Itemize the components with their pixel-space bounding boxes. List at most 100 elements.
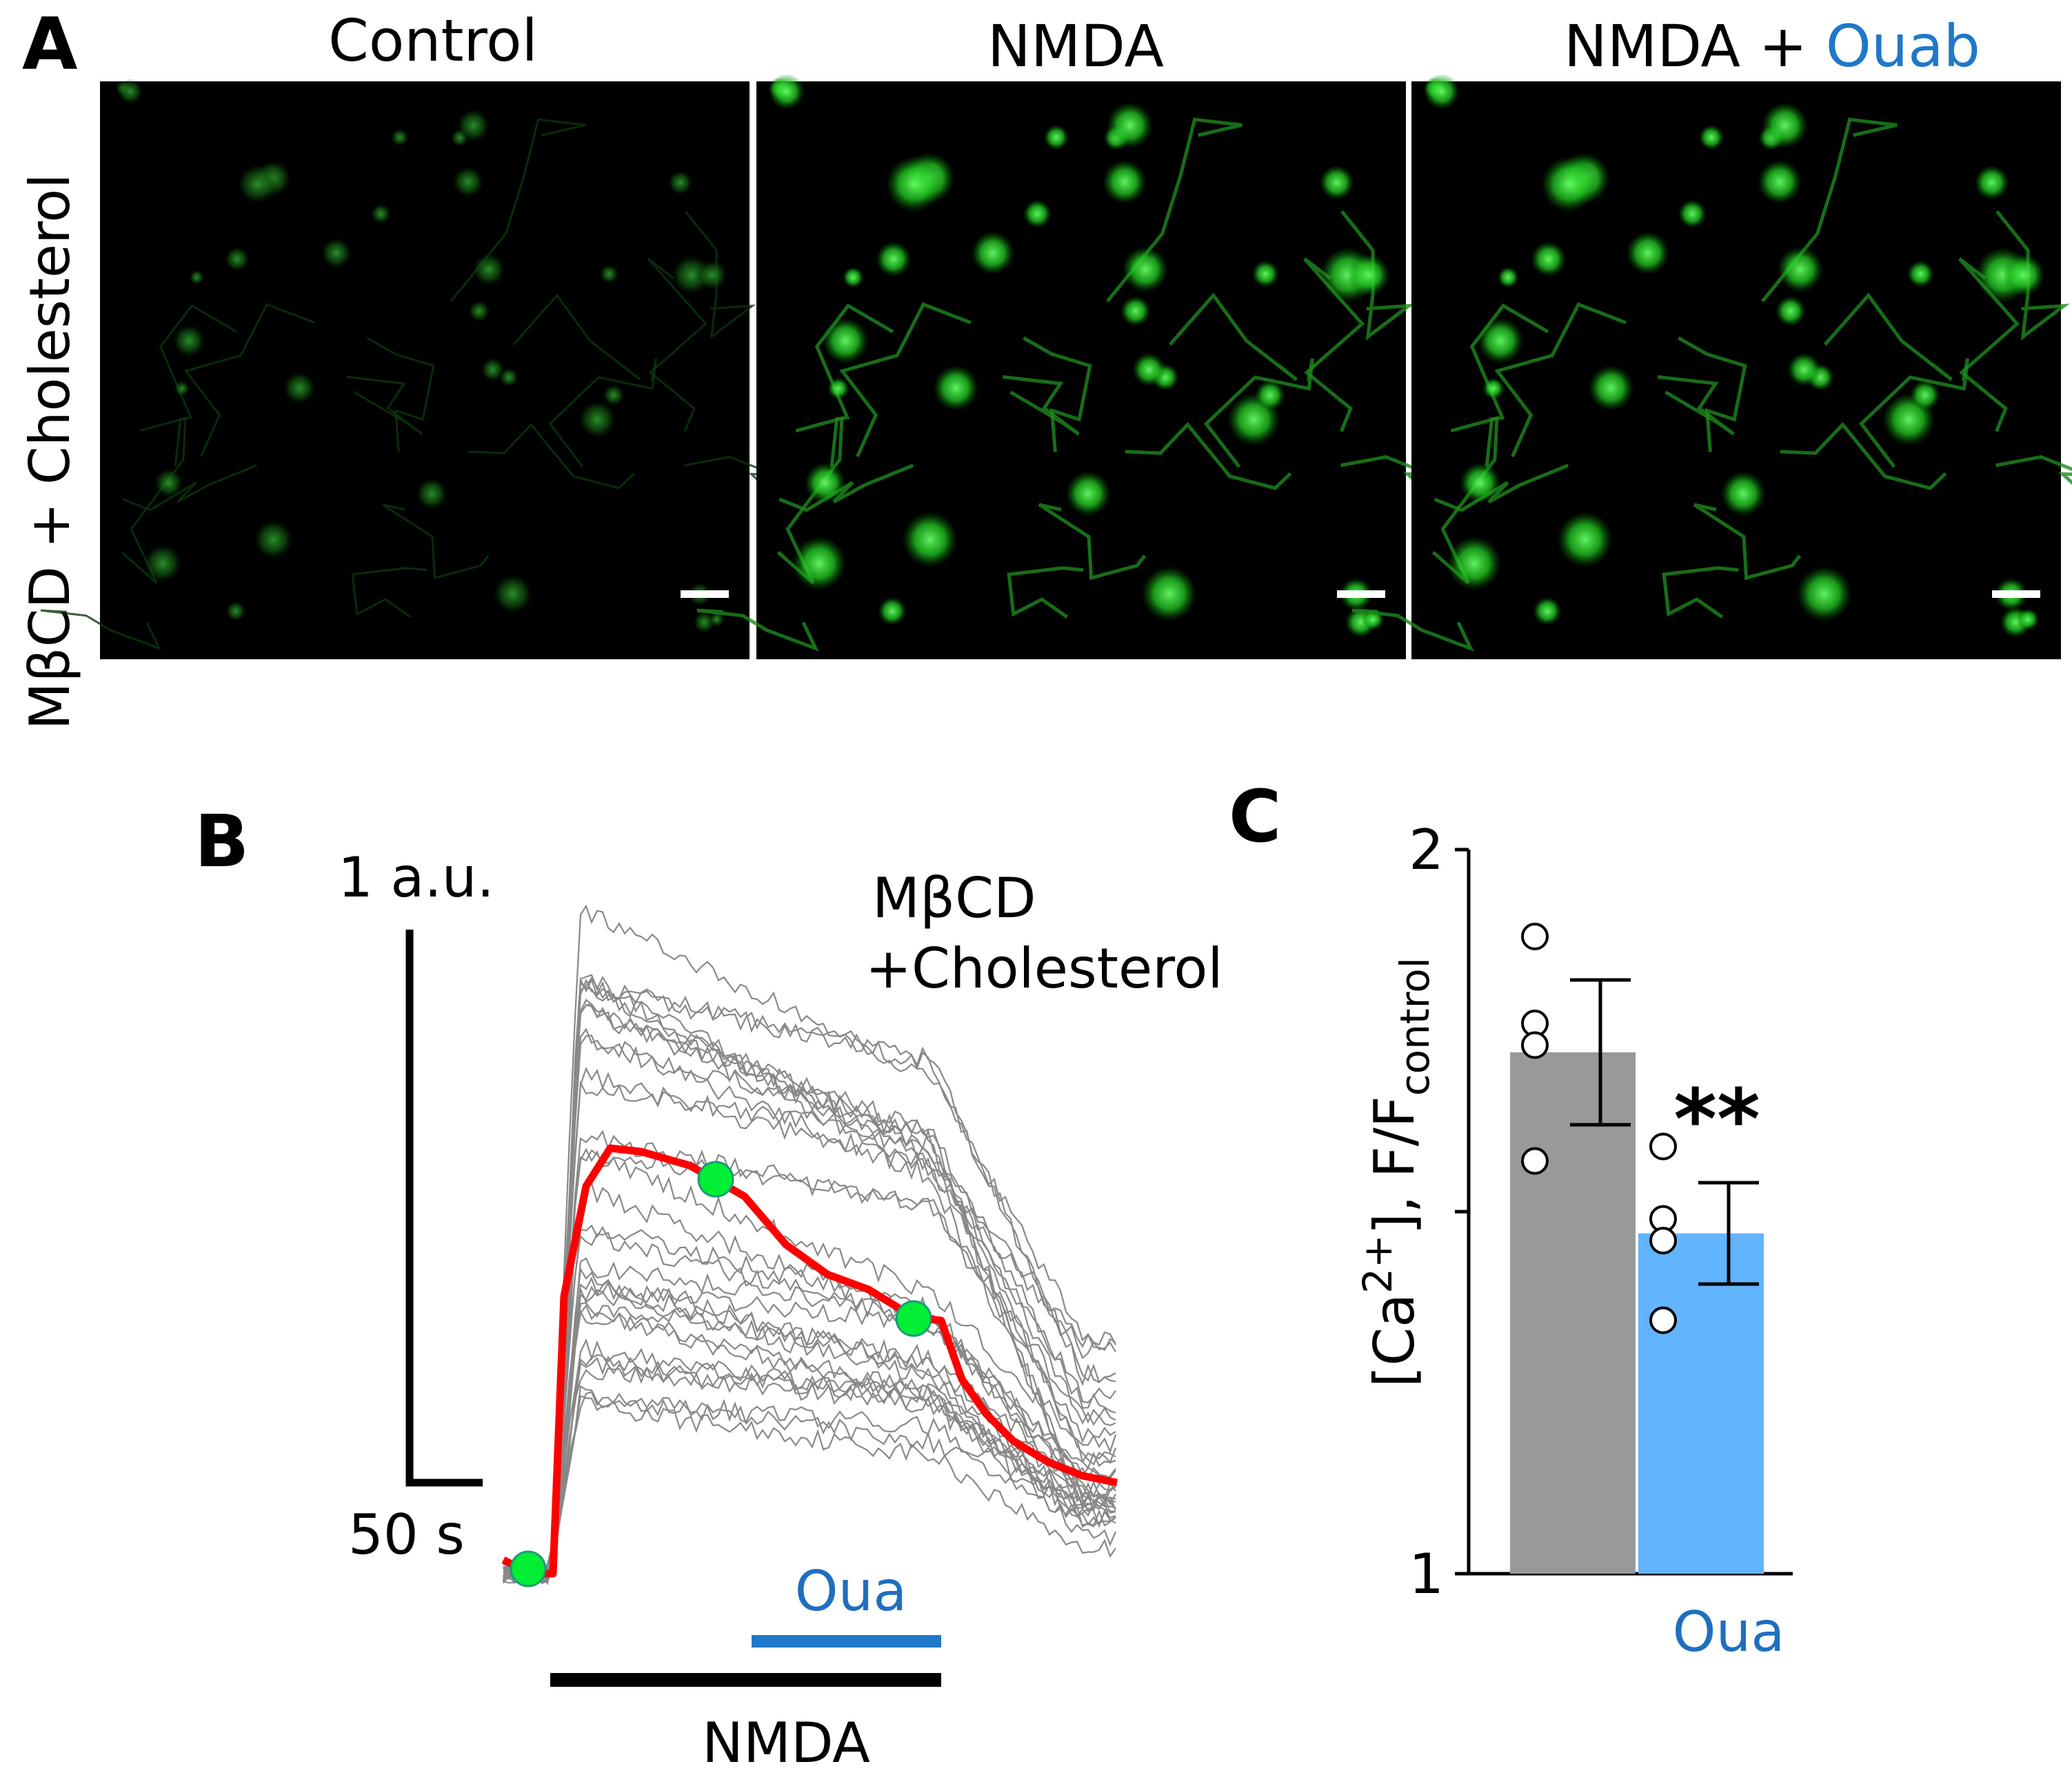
cell-body [1787, 352, 1821, 387]
scale-bar [681, 590, 729, 598]
dendrite [1494, 302, 1627, 458]
trace [502, 1028, 1116, 1581]
micrograph-1 [696, 73, 1491, 659]
dendrite [1657, 375, 1735, 436]
cell-body [2017, 608, 2040, 630]
trace [503, 1182, 1116, 1581]
y-tick-label: 1 [1409, 1542, 1444, 1606]
cell-body [1761, 102, 1809, 149]
cell-body [1447, 536, 1502, 591]
cell-body [1459, 462, 1501, 504]
bar-0 [1510, 1052, 1636, 1574]
condition-label-line2: +Cholesterol [865, 936, 1223, 1001]
micrograph-0 [40, 79, 835, 659]
dendrite [696, 608, 819, 652]
data-point [1521, 923, 1549, 950]
panel-a-label: A [22, 2, 78, 86]
cell-body [878, 597, 907, 625]
dendrite [1007, 566, 1084, 619]
cell-body [416, 477, 448, 510]
dendrite [1859, 358, 1969, 468]
dendrite [366, 337, 435, 452]
cell-body [237, 164, 278, 204]
cell-body [143, 544, 182, 583]
condition-label-line1: MβCD [872, 866, 1036, 930]
cell-body [876, 241, 912, 277]
cell-body [971, 231, 1015, 275]
dendrite [1002, 375, 1080, 436]
trace [503, 1338, 1116, 1583]
y-axis-label-part: ], F/F [1362, 1096, 1427, 1234]
cell-body [2002, 253, 2045, 297]
trace [503, 999, 1116, 1582]
cell-body [472, 252, 505, 286]
trace [503, 1309, 1116, 1583]
dendrite [382, 503, 490, 579]
cell-body [1907, 260, 1934, 288]
bar-1 [1638, 1233, 1764, 1574]
cell-body [579, 400, 616, 439]
dendrite [1038, 503, 1147, 581]
traces [501, 904, 1118, 1587]
cell-body [225, 601, 246, 621]
column-title-control: Control [328, 7, 538, 74]
dendrite [1168, 292, 1298, 381]
panel-c-title: C [1229, 774, 1281, 859]
dendrite [1340, 210, 1415, 341]
cell-body [804, 462, 846, 504]
cell-body [1255, 380, 1285, 410]
dendrite [647, 258, 707, 432]
cell-body [1120, 296, 1151, 327]
cell-body [283, 372, 316, 405]
trace [502, 1276, 1116, 1583]
trace [503, 1303, 1117, 1580]
cell-body [1498, 266, 1519, 288]
cell-body [321, 237, 352, 269]
cell-body [1540, 156, 1598, 212]
dendrite [122, 464, 257, 512]
cell-body [822, 317, 869, 364]
dendrite [1823, 292, 1953, 381]
dendrite [40, 609, 161, 651]
cell-body [768, 73, 805, 110]
scale-bar [1337, 590, 1385, 598]
category-label: Oua [1673, 1600, 1785, 1664]
cell-body [843, 266, 864, 288]
trace [503, 1034, 1116, 1584]
cell-body [224, 246, 250, 272]
cell-body [902, 511, 958, 568]
trace [502, 981, 1116, 1583]
cell-body [1533, 597, 1562, 625]
cell-body [1775, 296, 1806, 327]
trace [502, 976, 1116, 1585]
trace [503, 1354, 1117, 1585]
cell-body [1122, 246, 1169, 293]
y-tick-label: 2 [1409, 818, 1444, 882]
panel-a: A MβCD + Cholesterol Control NMDA NMDA +… [18, 2, 2072, 730]
dendrite [1958, 257, 2020, 432]
cell-body [885, 156, 943, 212]
cell-body [1251, 260, 1279, 288]
trace [503, 1281, 1116, 1582]
bar-chart: 1 2 [Ca2+], F/Fcontrol Oua ** [1354, 818, 1793, 1664]
cell-body [1023, 199, 1052, 228]
cell-body [370, 203, 391, 224]
dendrite [468, 423, 635, 490]
data-point [1649, 1306, 1677, 1334]
y-axis-label: [Ca2+], F/Fcontrol [1354, 957, 1438, 1388]
oua-application-label: Oua [795, 1559, 907, 1623]
cell-body [696, 259, 727, 290]
dendrite [1995, 210, 2070, 341]
cell-body [827, 377, 849, 400]
dendrite [450, 118, 586, 302]
cell-body [1758, 159, 1802, 204]
trace [503, 1355, 1116, 1584]
cell-body [1588, 365, 1634, 411]
cell-body [603, 384, 625, 406]
micrograph-2 [1351, 73, 2072, 659]
cell-body [1557, 511, 1613, 568]
data-point [1521, 1031, 1549, 1059]
trace [503, 1391, 1116, 1585]
dendrite [684, 210, 756, 339]
